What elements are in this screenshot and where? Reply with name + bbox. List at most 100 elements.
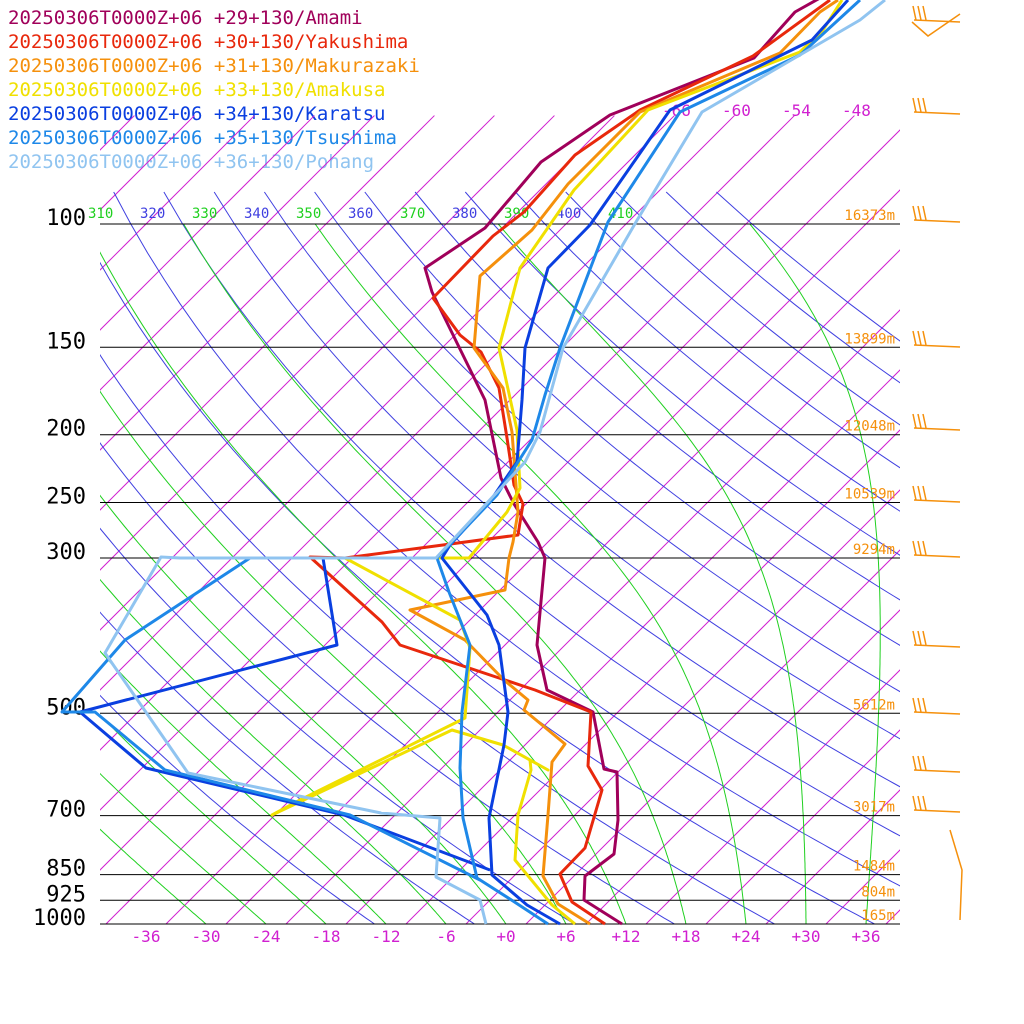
wind-barb-feather (912, 5, 917, 21)
height-label: 9294m (853, 542, 895, 558)
pressure-label: 1000 (33, 906, 86, 931)
upper-temp-label: -54 (782, 101, 811, 120)
wind-barb (913, 499, 961, 503)
temperature-tick-label: -24 (252, 927, 281, 946)
pressure-label: 150 (46, 329, 86, 354)
isotherm-line (585, 609, 900, 924)
legend-entry-tsushima: 20250306T0000Z+06 +35+130/Tsushima (8, 127, 397, 149)
temperature-tick-label: -6 (436, 927, 455, 946)
wind-barb (911, 13, 961, 37)
profile-amakusa (270, 0, 844, 926)
wind-barb-feather (912, 697, 917, 713)
isotherm-line (946, 116, 1024, 924)
wind-barb-feather (917, 755, 922, 771)
isotherm-line (100, 115, 855, 871)
wind-barb-feather (917, 205, 922, 221)
wind-barb (913, 769, 961, 773)
wind-barb-feather (922, 755, 927, 771)
pressure-label: 700 (46, 798, 86, 823)
pressure-label: 250 (46, 485, 86, 510)
theta-label: 320 (140, 206, 165, 222)
temperature-tick-label: +18 (672, 927, 701, 946)
wind-barb-feather (917, 485, 922, 501)
dry-adiabat-line (716, 191, 900, 342)
isotherm-line (100, 115, 315, 331)
height-label: 165m (861, 908, 895, 924)
dry-adiabat-line (100, 611, 476, 924)
height-label: 1484m (853, 859, 895, 875)
wind-barb-feather (912, 485, 917, 501)
profile-amami (423, 0, 820, 926)
wind-barb-feather (912, 97, 917, 113)
isotherm-line (765, 789, 900, 924)
temperature-tick-label: +0 (496, 927, 515, 946)
isotherm-line (705, 729, 900, 924)
wind-barb-feather (922, 795, 927, 811)
wind-barb (913, 219, 961, 223)
wind-barb-feather (912, 205, 917, 221)
wind-barb-feather (917, 697, 922, 713)
moist-adiabat-line (100, 828, 207, 924)
moist-adiabat-line (100, 390, 567, 924)
isotherm-line (105, 129, 900, 924)
wind-barb-feather (922, 485, 927, 501)
upper-temp-label: -48 (842, 101, 871, 120)
height-label: 804m (861, 884, 895, 900)
height-label: 12048m (844, 419, 895, 435)
wind-barb-feather (922, 205, 927, 221)
temperature-tick-label: +12 (612, 927, 641, 946)
dry-adiabat-line (615, 191, 900, 426)
dry-adiabat-line (100, 694, 376, 924)
wind-barb (913, 644, 961, 648)
wind-barb (913, 554, 961, 558)
dry-adiabat-line (100, 261, 876, 924)
height-label: 13899m (844, 331, 895, 347)
theta-label: 390 (504, 206, 529, 222)
profile-tsushima-tail (60, 556, 481, 882)
pressure-label: 925 (46, 882, 86, 907)
wind-barb-feather (922, 540, 927, 556)
wind-barb-feather (917, 630, 922, 646)
wind-barbs (911, 5, 963, 921)
theta-label: 370 (400, 206, 425, 222)
isotherm-line (100, 115, 435, 451)
wind-barb-feather (912, 795, 917, 811)
dry-adiabat-line (100, 527, 576, 924)
wind-barb (913, 809, 961, 813)
upper-temp-label: -66 (662, 101, 691, 120)
isotherm-line (285, 309, 900, 924)
theta-label: 330 (192, 206, 217, 222)
legend-entry-karatsu: 20250306T0000Z+06 +34+130/Karatsu (8, 103, 386, 125)
dry-adiabat-line (163, 191, 900, 837)
temperature-tick-label: +6 (556, 927, 575, 946)
wind-barb (949, 829, 963, 921)
isotherm-line (345, 369, 900, 924)
wind-barb-feather (912, 540, 917, 556)
theta-labels: 310 320 330 340 350 360 370 380 390 400 410-66 -60-… (88, 101, 871, 222)
isotherm-line (100, 115, 735, 751)
isotherm-line (100, 115, 495, 511)
wind-barb-feather (922, 630, 927, 646)
isotherm-line (100, 115, 675, 691)
legend-entry-makurazaki: 20250306T0000Z+06 +31+130/Makurazaki (8, 55, 420, 77)
wind-barb (913, 427, 961, 431)
temperature-tick-label: +24 (732, 927, 761, 946)
isotherm-line (1006, 116, 1024, 924)
theta-label: 400 (556, 206, 581, 222)
height-label: 16373m (844, 208, 895, 224)
pressure-label: 300 (46, 540, 86, 565)
wind-barb-feather (917, 5, 922, 21)
legend-entry-amakusa: 20250306T0000Z+06 +33+130/Amakusa (8, 79, 386, 101)
wind-barb-feather (917, 330, 922, 346)
pressure-label: 850 (46, 857, 86, 882)
theta-label: 380 (452, 206, 477, 222)
isotherm-line (165, 189, 900, 924)
profile-pohang (103, 0, 886, 925)
wind-barb-feather (922, 330, 927, 346)
temperature-tick-label: -12 (372, 927, 401, 946)
isotherm-line (100, 115, 795, 811)
temperature-tick-label: -36 (132, 927, 161, 946)
temperature-tick-label: -18 (312, 927, 341, 946)
temperature-tick-label: +30 (792, 927, 821, 946)
pressure-label: 100 (46, 206, 86, 231)
